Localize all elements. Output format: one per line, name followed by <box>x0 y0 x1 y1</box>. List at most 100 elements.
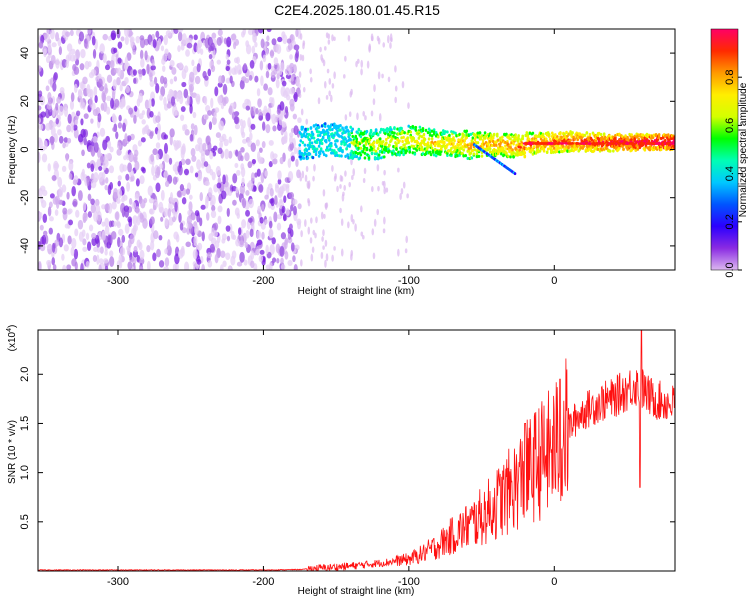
spectrogram-signal-cell <box>364 142 368 146</box>
spectrogram-signal-cell <box>393 131 396 135</box>
spectrogram-noise-cell <box>286 38 292 44</box>
spectrogram-noise-cell <box>139 266 144 270</box>
spectrogram-noise-cell <box>256 230 262 239</box>
spectrogram-noise-cell <box>104 184 108 191</box>
spectrogram-signal-cell <box>398 139 401 143</box>
colorbar-tick-label: 0.8 <box>724 70 736 85</box>
spectrogram-noise-cell <box>216 59 221 65</box>
spectrogram-noise-cell <box>248 74 253 81</box>
spectrogram-noise-cell <box>146 245 151 253</box>
spectrogram-signal-cell <box>376 133 380 137</box>
spectrogram-sparse-cell <box>383 186 386 195</box>
spectrogram-noise-cell <box>269 96 273 104</box>
spectrogram-sparse-cell <box>301 170 305 179</box>
snr-x-tick-label: -300 <box>107 576 129 588</box>
spectrogram-signal-cell <box>393 126 396 130</box>
spectrogram-signal-cell <box>380 144 384 149</box>
spectrogram-signal-cell <box>317 130 321 134</box>
spectrogram-noise-cell <box>189 134 194 142</box>
spectrogram-signal-cell <box>571 131 574 135</box>
spectrogram-noise-cell <box>139 212 144 220</box>
spectrogram-noise-cell <box>204 75 209 81</box>
spectrogram-signal-cell <box>353 153 357 157</box>
spectrogram-signal-cell <box>312 124 316 128</box>
spectrogram-noise-cell <box>258 254 264 263</box>
spectrogram-noise-cell <box>242 29 246 36</box>
spectrogram-noise-cell <box>102 139 108 151</box>
spectrogram-noise-cell <box>203 96 208 106</box>
spectrogram-noise-cell <box>222 260 227 268</box>
spectrogram-sparse-cell <box>307 226 311 235</box>
spectrogram-noise-cell <box>39 243 46 252</box>
spectrogram-noise-cell <box>210 97 214 109</box>
spectrogram-sparse-cell <box>309 68 312 75</box>
spectrogram-signal-cell <box>407 124 411 128</box>
spectrogram-noise-cell <box>43 230 48 236</box>
spectrogram-noise-cell <box>49 216 54 222</box>
spectrogram-sparse-cell <box>354 223 357 232</box>
spectrogram-noise-cell <box>219 140 224 149</box>
spectrogram-signal-cell <box>559 131 562 136</box>
spectrogram-signal-cell <box>565 130 568 134</box>
spectrogram-noise-cell <box>110 97 115 109</box>
spectrogram-signal-cell <box>514 133 517 137</box>
spectrogram-signal-cell <box>478 131 482 135</box>
spectrogram-noise-cell <box>245 190 250 196</box>
spectrogram-signal-cell <box>319 147 323 151</box>
spectrogram-noise-cell <box>238 240 245 248</box>
spectrogram-signal-cell <box>320 124 324 128</box>
spectrogram-sparse-cell <box>320 251 324 260</box>
spectrogram-signal-cell <box>373 152 377 156</box>
spectrogram-noise-cell <box>128 107 134 115</box>
spectrogram-signal-cell <box>531 131 535 135</box>
spectrogram-signal-cell <box>432 128 436 132</box>
spectrogram-noise-cell <box>58 135 64 144</box>
spectrogram-noise-cell <box>122 164 128 172</box>
spectrogram-noise-cell <box>253 185 257 192</box>
spectrogram-signal-cell <box>462 148 465 152</box>
spectrogram-noise-cell <box>172 176 178 185</box>
spectrogram-noise-cell <box>223 138 229 147</box>
spectrogram-noise-cell <box>117 188 123 199</box>
spectrogram-noise-cell <box>177 45 181 53</box>
spectrogram-noise-cell <box>116 29 121 39</box>
spectrogram-noise-cell <box>70 123 74 133</box>
spectrogram-signal-cell <box>483 136 487 140</box>
spectrogram-noise-cell <box>245 44 252 55</box>
spectrogram-noise-cell <box>48 42 52 53</box>
spectrogram-noise-cell <box>67 137 72 144</box>
spectrogram-noise-cell <box>40 95 45 106</box>
spectrogram-signal-cell <box>382 147 386 152</box>
spectrogram-noise-cell <box>97 112 102 123</box>
spectrogram-noise-cell <box>126 181 131 192</box>
spectrogram-signal-cell <box>330 144 333 148</box>
spectrogram-noise-cell <box>194 225 199 235</box>
spectrogram-signal-cell <box>539 137 543 141</box>
spectrogram-signal-cell <box>423 137 427 142</box>
spectrogram-noise-cell <box>66 264 72 270</box>
spectrogram-noise-cell <box>245 105 251 111</box>
spectrogram-sparse-cell <box>331 254 334 262</box>
spectrogram-signal-cell <box>326 124 330 128</box>
spectrogram-signal-cell <box>415 148 419 152</box>
spectrogram-signal-cell <box>333 149 336 153</box>
spectrogram-noise-cell <box>110 230 117 240</box>
spectrogram-signal-cell <box>379 140 383 144</box>
spectrogram-noise-cell <box>99 152 104 164</box>
spectrogram-noise-cell <box>109 146 114 153</box>
spectrogram-noise-cell <box>219 264 224 270</box>
spectrogram-noise-cell <box>211 32 217 39</box>
spectrogram-noise-cell <box>87 193 92 201</box>
spectrogram-noise-cell <box>220 190 227 200</box>
spectrogram-noise-cell <box>163 170 168 178</box>
spectrogram-signal-cell <box>643 148 647 152</box>
spectrogram-signal-cell <box>664 133 668 137</box>
spectrogram-signal-cell <box>496 138 500 142</box>
spectrogram-signal-cell <box>338 154 341 158</box>
spectrogram-noise-cell <box>49 193 55 199</box>
spectrogram-signal-cell <box>349 138 352 142</box>
spectrogram-signal-cell <box>551 133 555 137</box>
spectrogram-signal-cell <box>634 148 638 152</box>
spectrogram-signal-cell <box>475 155 479 159</box>
spectrogram-noise-cell <box>151 59 155 67</box>
